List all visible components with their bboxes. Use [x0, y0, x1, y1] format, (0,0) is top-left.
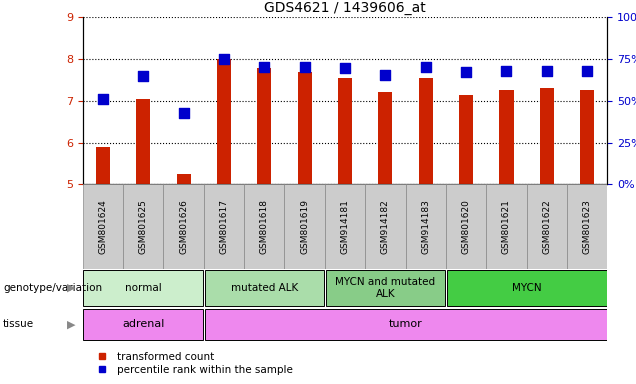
FancyBboxPatch shape: [567, 184, 607, 269]
FancyBboxPatch shape: [487, 184, 527, 269]
FancyBboxPatch shape: [163, 184, 204, 269]
Point: [98, 96, 108, 102]
Text: ▶: ▶: [67, 283, 75, 293]
FancyBboxPatch shape: [205, 270, 324, 306]
Point: [380, 72, 391, 78]
Legend: transformed count, percentile rank within the sample: transformed count, percentile rank withi…: [88, 348, 297, 379]
Text: tissue: tissue: [3, 319, 34, 329]
Point: [420, 63, 431, 70]
Point: [300, 63, 310, 70]
Text: MYCN and mutated
ALK: MYCN and mutated ALK: [335, 277, 436, 299]
FancyBboxPatch shape: [527, 184, 567, 269]
FancyBboxPatch shape: [244, 184, 284, 269]
Bar: [257, 68, 272, 184]
FancyBboxPatch shape: [406, 184, 446, 269]
FancyBboxPatch shape: [365, 184, 406, 269]
FancyBboxPatch shape: [83, 184, 123, 269]
FancyBboxPatch shape: [83, 309, 203, 340]
Text: GSM914181: GSM914181: [340, 199, 350, 254]
Bar: [298, 71, 312, 184]
FancyBboxPatch shape: [325, 184, 365, 269]
Point: [138, 73, 148, 79]
FancyBboxPatch shape: [446, 270, 607, 306]
Bar: [540, 88, 554, 184]
Text: GSM801622: GSM801622: [543, 199, 551, 254]
Bar: [580, 90, 594, 184]
Bar: [177, 174, 191, 184]
FancyBboxPatch shape: [446, 184, 487, 269]
FancyBboxPatch shape: [205, 309, 607, 340]
Point: [582, 68, 592, 74]
Point: [542, 68, 552, 74]
FancyBboxPatch shape: [284, 184, 325, 269]
Point: [179, 110, 189, 116]
Point: [219, 56, 229, 62]
Text: GSM914183: GSM914183: [421, 199, 430, 254]
Text: GSM801626: GSM801626: [179, 199, 188, 254]
Text: adrenal: adrenal: [122, 319, 165, 329]
Text: GSM801624: GSM801624: [99, 199, 107, 254]
Text: GSM801618: GSM801618: [260, 199, 269, 254]
Bar: [217, 59, 231, 184]
Text: ▶: ▶: [67, 319, 75, 329]
Point: [461, 70, 471, 76]
Bar: [136, 99, 150, 184]
Text: MYCN: MYCN: [512, 283, 541, 293]
Bar: [378, 93, 392, 184]
Bar: [418, 78, 433, 184]
Text: GSM801621: GSM801621: [502, 199, 511, 254]
Bar: [499, 90, 513, 184]
Text: GSM801623: GSM801623: [583, 199, 591, 254]
Text: GSM801619: GSM801619: [300, 199, 309, 254]
Title: GDS4621 / 1439606_at: GDS4621 / 1439606_at: [264, 1, 426, 15]
Text: genotype/variation: genotype/variation: [3, 283, 102, 293]
FancyBboxPatch shape: [83, 270, 203, 306]
Text: GSM914182: GSM914182: [381, 199, 390, 254]
FancyBboxPatch shape: [123, 184, 163, 269]
Point: [501, 68, 511, 74]
Point: [259, 63, 270, 70]
FancyBboxPatch shape: [326, 270, 445, 306]
Bar: [96, 147, 110, 184]
Text: normal: normal: [125, 283, 162, 293]
Text: GSM801620: GSM801620: [462, 199, 471, 254]
Text: tumor: tumor: [389, 319, 422, 329]
Text: GSM801617: GSM801617: [219, 199, 228, 254]
Text: mutated ALK: mutated ALK: [231, 283, 298, 293]
Bar: [459, 94, 473, 184]
FancyBboxPatch shape: [204, 184, 244, 269]
Bar: [338, 78, 352, 184]
Text: GSM801625: GSM801625: [139, 199, 148, 254]
Point: [340, 65, 350, 71]
